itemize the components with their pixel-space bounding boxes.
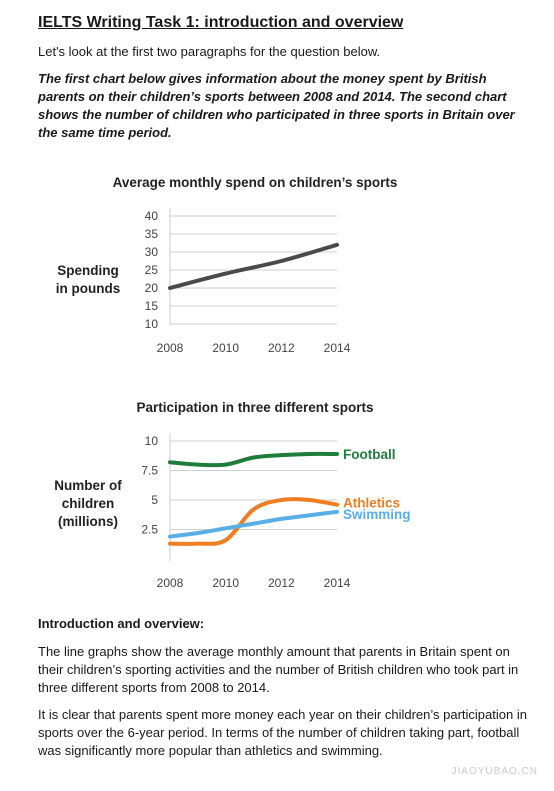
x-tick-label: 2008 — [157, 341, 184, 355]
chart-title: Participation in three different sports — [136, 400, 373, 415]
watermark: JIAOYUBAO.CN — [451, 766, 538, 777]
y-tick-label: 2.5 — [141, 523, 158, 537]
x-tick-label: 2010 — [212, 341, 239, 355]
legend-label-athletics: Athletics — [343, 496, 400, 511]
y-tick-label: 20 — [145, 281, 159, 295]
question-text: The first chart below gives information … — [38, 71, 515, 140]
participation-chart: Participation in three different sports 2… — [0, 390, 554, 595]
legend-label-football: Football — [343, 447, 396, 462]
y-tick-label: 7.5 — [141, 464, 158, 478]
y-axis-label: Number of — [54, 478, 122, 493]
x-tick-label: 2012 — [268, 576, 295, 590]
section-title: Introduction and overview: — [38, 616, 205, 631]
y-tick-label: 40 — [145, 209, 159, 223]
y-tick-label: 5 — [151, 493, 158, 507]
spending-chart: Average monthly spend on children’s spor… — [0, 165, 554, 370]
x-tick-label: 2012 — [268, 341, 295, 355]
page-title: IELTS Writing Task 1: introduction and o… — [38, 14, 404, 31]
paragraph-1: The line graphs show the average monthly… — [38, 644, 519, 695]
y-tick-label: 10 — [145, 434, 159, 448]
swimming-line — [168, 509, 339, 539]
football-line — [168, 451, 339, 468]
spending-chart-svg: Average monthly spend on children’s spor… — [56, 175, 398, 355]
y-axis-label: in pounds — [56, 281, 121, 296]
legend-label-swimming: Swimming — [343, 507, 411, 522]
x-tick-label: 2014 — [324, 576, 351, 590]
spending-line — [168, 242, 339, 290]
y-tick-label: 15 — [145, 299, 159, 313]
chart-title: Average monthly spend on children’s spor… — [113, 175, 398, 190]
y-tick-label: 10 — [145, 317, 159, 331]
y-tick-label: 35 — [145, 227, 159, 241]
x-tick-label: 2014 — [324, 341, 351, 355]
athletics-line — [168, 497, 339, 546]
y-axis-label: Spending — [57, 263, 119, 278]
participation-chart-svg: Participation in three different sports 2… — [54, 400, 411, 590]
y-axis-label: children — [62, 496, 115, 511]
x-tick-label: 2008 — [157, 576, 184, 590]
intro-text: Let's look at the first two paragraphs f… — [38, 44, 381, 59]
y-tick-label: 30 — [145, 245, 159, 259]
y-tick-label: 25 — [145, 263, 159, 277]
x-tick-label: 2010 — [212, 576, 239, 590]
paragraph-2: It is clear that parents spent more mone… — [38, 707, 527, 758]
y-axis-label: (millions) — [58, 514, 118, 529]
